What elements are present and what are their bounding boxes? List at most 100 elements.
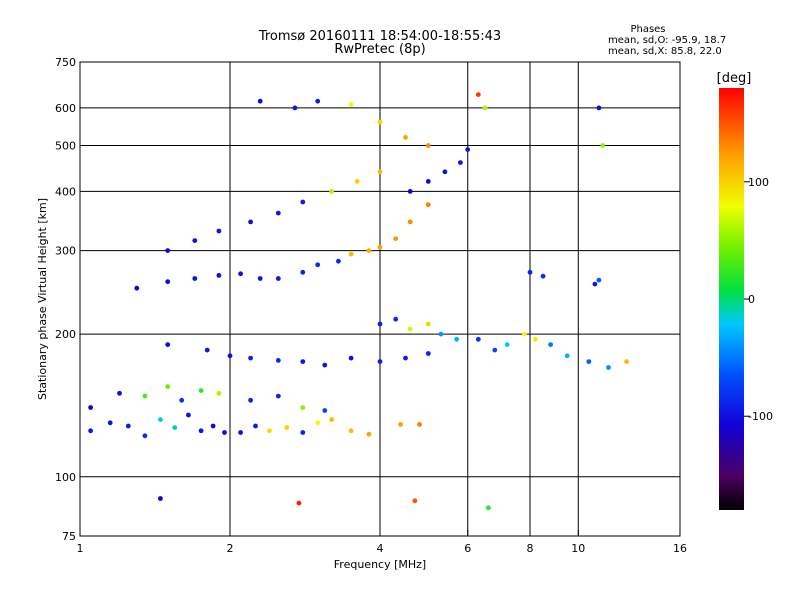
data-point: [158, 417, 163, 422]
data-point: [204, 347, 210, 353]
data-point: [377, 321, 383, 327]
data-point: [125, 423, 131, 429]
data-point: [377, 119, 383, 125]
data-point: [425, 321, 431, 327]
phase-stats-x: mean, sd,X: 85.8, 22.0: [608, 46, 722, 57]
x-axis-label: Frequency [MHz]: [334, 558, 426, 571]
data-point: [366, 431, 372, 437]
data-point: [454, 336, 459, 342]
plot-area: 1 2 4 6 8 10 16 75 100 200 300 400 500 600 750: [55, 56, 687, 555]
data-point: [407, 189, 413, 194]
x-tick-label: 1: [77, 542, 84, 555]
x-tick-label: 4: [377, 542, 384, 555]
x-axis-ticks: 1 2 4 6 8 10 16: [77, 530, 687, 555]
data-point: [348, 355, 354, 361]
data-point: [158, 496, 163, 501]
y-axis-label: Stationary phase Virtual Height [km]: [36, 198, 49, 400]
data-point: [458, 160, 463, 166]
data-point: [348, 428, 354, 434]
data-point: [532, 336, 538, 342]
y-tick-label: 200: [55, 328, 76, 341]
x-tick-label: 8: [527, 542, 534, 555]
data-point: [165, 248, 171, 254]
data-point: [425, 179, 431, 184]
y-tick-label: 75: [62, 530, 76, 543]
data-point: [425, 202, 431, 208]
data-point: [336, 258, 341, 264]
data-point: [407, 219, 413, 225]
data-point: [564, 353, 570, 359]
data-point: [412, 498, 418, 504]
data-point: [284, 425, 290, 430]
colorbar-gradient: [719, 88, 744, 510]
data-point: [227, 353, 233, 359]
colorbar: [deg] 100 0 -100: [717, 71, 773, 510]
colorbar-label: [deg]: [717, 71, 752, 86]
grid: [80, 62, 680, 536]
data-point: [592, 281, 598, 287]
y-tick-label: 750: [55, 56, 76, 69]
data-point: [179, 397, 185, 403]
data-point: [192, 276, 198, 281]
data-point: [354, 179, 360, 184]
data-point: [329, 189, 335, 194]
data-point: [216, 228, 222, 234]
data-point: [393, 316, 399, 322]
data-point: [88, 428, 93, 434]
data-point: [548, 342, 553, 347]
data-point: [417, 422, 422, 427]
data-point: [482, 105, 488, 111]
x-tick-label: 10: [571, 542, 585, 555]
data-point: [296, 500, 302, 506]
data-point: [253, 423, 258, 429]
data-point: [442, 169, 448, 175]
data-point: [475, 336, 481, 342]
data-point: [275, 276, 281, 281]
colorbar-tick-label: 100: [748, 176, 769, 189]
data-point: [248, 355, 254, 361]
colorbar-tick-label: 0: [748, 293, 755, 306]
data-point: [475, 92, 481, 97]
data-point: [407, 326, 413, 332]
data-point: [527, 269, 533, 275]
data-point: [504, 342, 510, 347]
data-point: [275, 358, 281, 363]
data-point: [238, 271, 244, 277]
data-point: [377, 359, 383, 364]
data-point: [600, 143, 606, 148]
data-point: [134, 285, 140, 291]
data-point: [492, 347, 498, 353]
data-point: [117, 390, 122, 396]
data-point: [192, 238, 198, 244]
colorbar-ticks: 100 0 -100: [744, 176, 773, 423]
data-point: [238, 430, 244, 435]
data-point: [300, 359, 306, 364]
data-point: [172, 425, 178, 430]
chart-subtitle: RwPretec (8p): [334, 42, 425, 57]
y-tick-label: 600: [55, 102, 76, 115]
x-tick-label: 16: [673, 542, 687, 555]
data-point: [425, 143, 431, 148]
data-point: [257, 276, 263, 281]
data-point: [88, 405, 93, 410]
data-point: [465, 147, 471, 153]
data-point: [292, 105, 298, 111]
chart-title: Tromsø 20160111 18:54:00-18:55:43: [258, 29, 501, 44]
data-point: [300, 199, 306, 205]
data-point: [486, 505, 491, 511]
data-point: [216, 390, 222, 396]
data-point: [403, 135, 408, 140]
data-point: [322, 362, 328, 368]
data-point: [315, 98, 321, 104]
data-points: [88, 92, 629, 511]
data-point: [540, 273, 546, 279]
y-axis-ticks: 75 100 200 300 400 500 600 750: [55, 56, 76, 543]
colorbar-tick-label: -100: [748, 410, 773, 423]
data-point: [377, 244, 383, 250]
data-point: [322, 408, 328, 413]
data-point: [267, 428, 272, 434]
data-point: [300, 269, 306, 275]
data-point: [329, 417, 335, 422]
y-tick-label: 500: [55, 139, 76, 152]
